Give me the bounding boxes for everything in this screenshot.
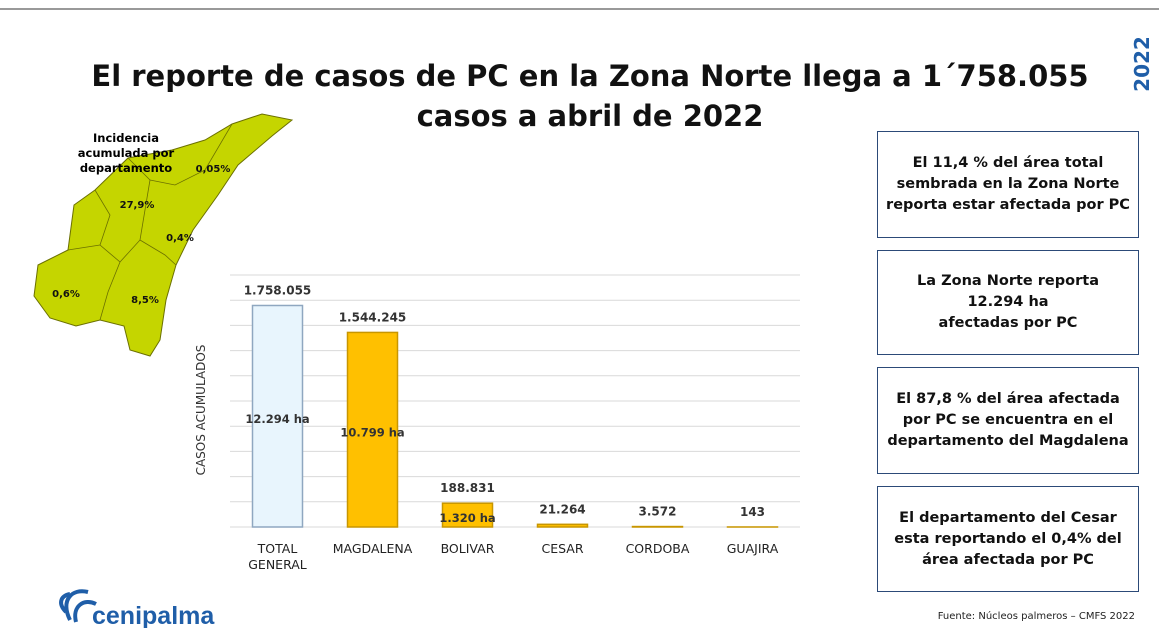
map-label: 27,9%: [120, 200, 155, 211]
x-tick-label: MAGDALENA: [332, 541, 413, 556]
map-label: 0,4%: [166, 233, 194, 244]
bar: [536, 523, 589, 528]
source-note: Fuente: Núcleos palmeros – CMFS 2022: [937, 611, 1135, 622]
info-line: área afectada por PC: [922, 551, 1094, 568]
bar: [346, 331, 399, 528]
info-line: departamento del Magdalena: [887, 433, 1129, 449]
info-box: El 11,4 % del área total sembrada en la Z…: [877, 131, 1139, 238]
bar-annotation: 10.799 ha: [340, 426, 404, 440]
value-label: 188.831: [440, 481, 495, 495]
slide-title: El reporte de casos de PC en la Zona Nor…: [91, 59, 1089, 133]
value-label: 1.758.055: [244, 283, 312, 297]
info-line: 12.294 ha: [967, 294, 1049, 310]
map-label: 8,5%: [131, 295, 159, 306]
info-line: esta reportando el 0,4% del: [894, 530, 1122, 547]
bar: [441, 502, 494, 528]
logo-text: cenipalma: [92, 602, 215, 628]
value-label: 21.264: [539, 502, 585, 516]
value-label: 143: [740, 505, 765, 519]
bar-annotation: 1.320 ha: [439, 511, 495, 525]
map-label: 0,6%: [52, 289, 80, 300]
y-axis-label: CASOS ACUMULADOS: [194, 345, 208, 476]
info-line: El 11,4 % del área total: [912, 155, 1104, 171]
info-line: sembrada en la Zona Norte: [896, 176, 1120, 192]
map: [33, 113, 294, 357]
info-line: El departamento del Cesar: [899, 509, 1117, 526]
info-box: La Zona Norte reporta 12.294 ha afectadas …: [877, 250, 1139, 355]
x-tick-label: CESAR: [541, 541, 584, 556]
value-label: 3.572: [639, 505, 677, 519]
info-line: reporta estar afectada por PC: [886, 197, 1130, 213]
x-tick-label: BOLIVAR: [440, 541, 495, 556]
bar-annotation: 12.294 ha: [245, 412, 309, 426]
info-line: La Zona Norte reporta: [917, 273, 1099, 289]
info-box: El 87,8 % del área afectada por PC se enc…: [877, 367, 1139, 474]
value-label: 1.544.245: [339, 310, 407, 324]
bar: [251, 304, 304, 528]
x-tick-label: TOTAL GENERAL: [248, 541, 307, 572]
top-rule: [0, 8, 1159, 10]
info-box: El departamento del Cesar esta reportando…: [877, 486, 1139, 592]
logo-icon: [59, 589, 97, 623]
map-heading: Incidencia acumulada por departamento: [77, 131, 175, 175]
info-line: por PC se encuentra en el: [902, 412, 1114, 428]
info-line: afectadas por PC: [938, 315, 1078, 331]
x-tick-label: CORDOBA: [625, 541, 690, 556]
x-tick-label: GUAJIRA: [726, 541, 779, 556]
map-label: 0,05%: [196, 164, 231, 175]
info-line: El 87,8 % del área afectada: [896, 391, 1120, 407]
